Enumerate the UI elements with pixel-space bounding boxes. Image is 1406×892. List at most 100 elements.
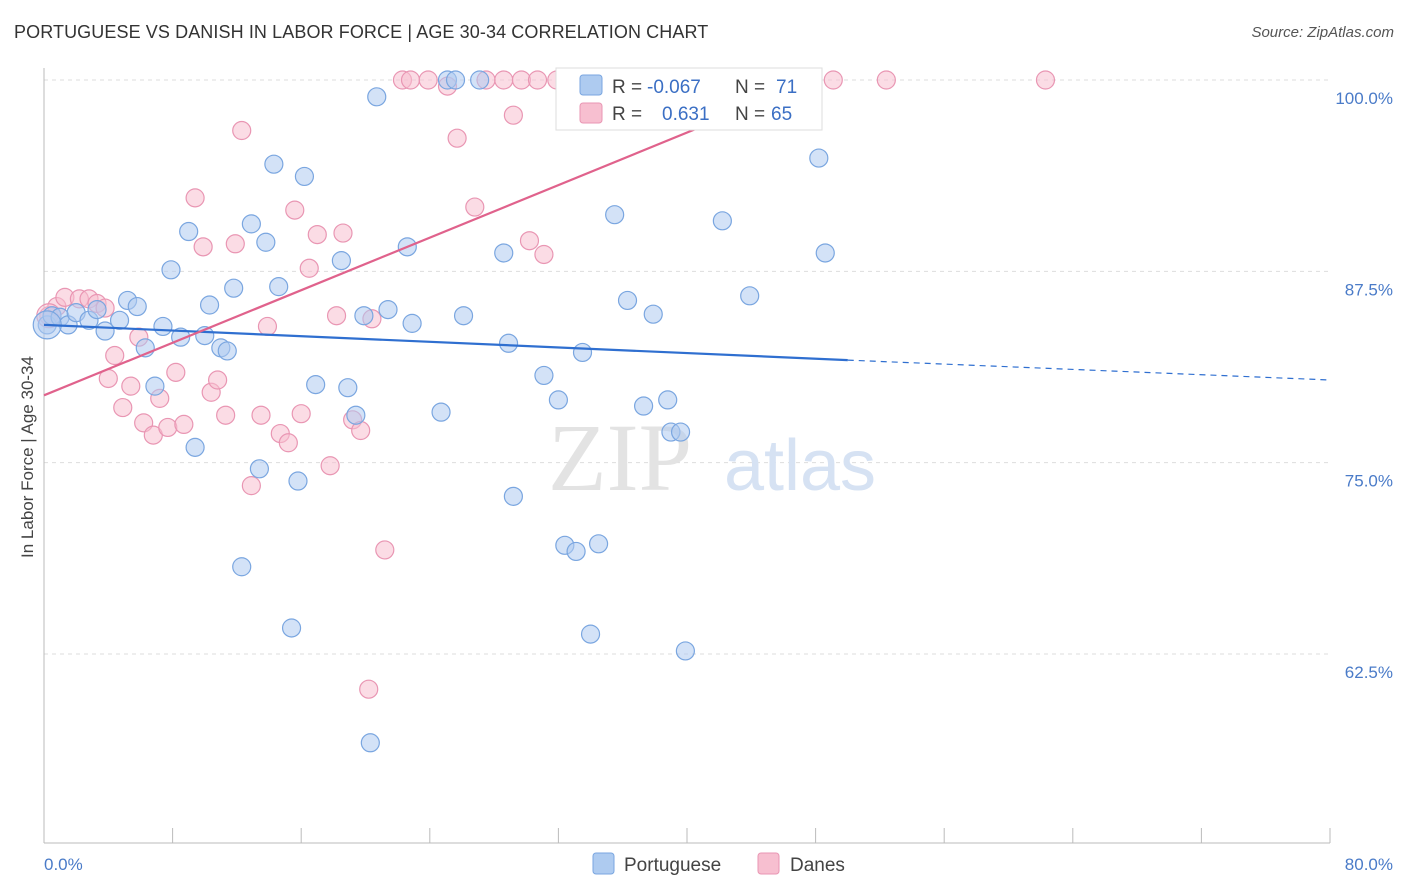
trendline-danes [43,78,817,397]
danes-point-41 [375,540,395,560]
portuguese-point-39 [378,300,398,320]
danes-point-63 [876,70,896,90]
portuguese-point-22 [224,278,244,298]
danes-point-34 [320,456,340,476]
danes-point-50 [503,105,523,125]
legend-n-value-1: 71 [776,77,797,98]
portuguese-point-8 [109,310,130,330]
danes-point-40 [359,679,379,699]
danes-point-22 [216,405,236,425]
legend-n-label-2: N = [735,104,765,125]
danes-point-10 [121,376,141,396]
danes-point-53 [527,70,548,90]
x-tick-label-min: 0.0% [44,855,83,874]
y-tick-labels: 62.5% 75.0% 87.5% 100.0% [1335,89,1393,682]
legend-r-value-1: -0.067 [647,77,701,98]
portuguese-point-67 [809,148,829,168]
portuguese-point-32 [306,375,326,395]
legend-swatch-danes [579,102,603,124]
portuguese-point-17 [185,437,205,457]
portuguese-point-36 [354,306,374,326]
bottom-legend-label-portuguese: Portuguese [624,855,721,876]
danes-point-19 [193,237,213,257]
danes-point-8 [105,345,125,366]
legend-r-label-2: R = [612,104,642,125]
series-portuguese-points [32,70,835,753]
portuguese-point-28 [269,277,289,297]
portuguese-point-33 [331,251,351,271]
danes-point-36 [333,223,353,243]
portuguese-point-38 [367,87,387,107]
portuguese-point-24 [241,214,261,234]
danes-point-23 [225,234,245,254]
danes-point-9 [113,397,133,418]
y-tick-label-3: 100.0% [1335,89,1393,108]
portuguese-point-64 [675,641,695,661]
danes-point-16 [166,362,186,382]
danes-point-25 [241,476,261,496]
portuguese-point-30 [288,471,308,491]
portuguese-point-27 [264,154,284,174]
legend: R = -0.067 N = 71 R = 0.631 N = 65 [555,67,823,131]
danes-point-64 [1035,70,1056,90]
portuguese-point-54 [572,342,593,363]
portuguese-point-48 [498,333,519,353]
portuguese-point-55 [580,624,601,644]
portuguese-point-26 [256,232,276,252]
portuguese-point-45 [453,306,474,326]
bottom-legend-swatch-portuguese [592,852,615,875]
portuguese-point-37 [360,733,380,753]
legend-n-label-1: N = [735,77,765,98]
danes-point-49 [494,70,514,90]
y-axis-title: In Labor Force | Age 30-34 [18,356,37,558]
portuguese-point-16 [179,221,199,242]
trendline-portuguese-extension [847,359,1331,381]
portuguese-point-49 [503,486,523,506]
portuguese-point-59 [633,396,654,416]
portuguese-point-6 [87,300,107,320]
danes-point-18 [185,188,205,208]
portuguese-point-63 [670,422,691,442]
y-tick-label-0: 62.5% [1345,663,1393,682]
legend-swatch-portuguese [579,74,603,96]
danes-point-62 [823,70,843,90]
portuguese-point-14 [161,260,181,280]
danes-point-33 [307,224,327,245]
axes-layer [43,68,1331,844]
portuguese-point-56 [588,534,609,554]
danes-point-44 [418,70,438,90]
chart-title: PORTUGUESE VS DANISH IN LABOR FORCE | AG… [14,22,709,42]
danes-point-52 [519,231,540,251]
portuguese-point-25 [249,459,270,479]
portuguese-point-51 [548,390,569,410]
watermark-atlas: atlas [724,426,876,506]
danes-point-54 [534,244,554,265]
portuguese-point-44 [445,70,466,90]
danes-point-27 [257,316,278,337]
portuguese-point-21 [217,341,237,361]
legend-n-value-2: 65 [771,104,792,125]
portuguese-point-31 [294,166,315,187]
danes-point-29 [278,433,298,453]
trend-layer [43,78,1331,397]
danes-point-17 [174,414,194,434]
watermark: ZIP atlas [548,404,876,511]
portuguese-point-60 [643,304,663,324]
portuguese-point-46 [470,70,490,90]
danes-point-47 [465,197,485,217]
source-label: Source: ZipAtlas.com [1251,24,1394,41]
portuguese-point-66 [740,286,760,306]
danes-point-15 [158,417,178,438]
bottom-legend-swatch-danes [757,852,780,875]
portuguese-point-68 [815,243,835,263]
portuguese-point-35 [346,405,366,425]
danes-point-21 [208,370,228,390]
portuguese-point-34 [338,378,358,398]
danes-point-51 [511,70,532,90]
portuguese-point-19 [199,295,220,315]
y-tick-label-2: 87.5% [1345,280,1393,299]
portuguese-point-29 [281,618,302,638]
x-tick-label-max: 80.0% [1345,855,1393,874]
portuguese-point-57 [605,205,625,225]
